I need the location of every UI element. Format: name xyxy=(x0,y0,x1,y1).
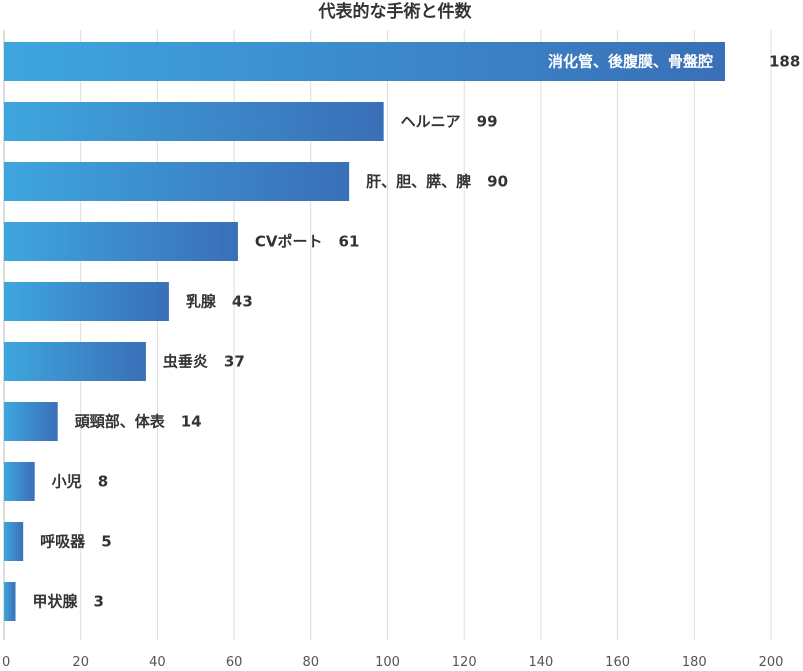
bar xyxy=(4,42,725,81)
bar-category-label: 消化管、後腹膜、骨盤腔 xyxy=(548,53,713,71)
bar-category-label: 甲状腺 xyxy=(33,593,79,611)
x-tick-label: 140 xyxy=(528,655,553,670)
bar-value-label: 37 xyxy=(224,353,245,371)
bar-category-label: 小児 xyxy=(52,473,82,491)
bar-value-label: 61 xyxy=(339,233,360,251)
bar-value-label: 43 xyxy=(232,293,253,311)
bar xyxy=(4,402,58,441)
bar xyxy=(4,222,238,261)
x-tick-label: 180 xyxy=(682,655,707,670)
bar xyxy=(4,342,146,381)
x-tick-label: 20 xyxy=(72,655,89,670)
x-tick-label: 80 xyxy=(303,655,320,670)
bar-value-label: 188 xyxy=(769,53,800,71)
x-tick-label: 0 xyxy=(2,655,10,670)
bar-value-label: 3 xyxy=(94,593,104,611)
bar xyxy=(4,462,35,501)
x-tick-label: 100 xyxy=(375,655,400,670)
bar-category-label: ヘルニア xyxy=(401,113,461,131)
bar-category-label: 呼吸器 xyxy=(40,533,86,551)
x-tick-label: 200 xyxy=(759,655,784,670)
bar-value-label: 14 xyxy=(181,413,202,431)
x-tick-label: 60 xyxy=(226,655,243,670)
bar-value-label: 90 xyxy=(487,173,508,191)
bar-category-label: 頭頸部、体表 xyxy=(75,413,166,431)
bar-category-label: CVポート xyxy=(255,233,323,251)
chart-title: 代表的な手術と件数 xyxy=(318,1,473,22)
x-tick-label: 40 xyxy=(149,655,166,670)
bar-category-label: 乳腺 xyxy=(186,293,217,311)
bar xyxy=(4,162,350,201)
bar xyxy=(4,522,24,561)
bar-value-label: 5 xyxy=(101,533,111,551)
bar xyxy=(4,102,384,141)
bars: 消化管、後腹膜、骨盤腔 188 ヘルニア 99 肝、胆、膵、脾 90 CVポート 61 乳腺 43… xyxy=(4,42,800,621)
x-axis-ticks: 0 20 40 60 80 100 120 140 160 180 200 xyxy=(2,655,783,670)
x-tick-label: 160 xyxy=(605,655,630,670)
bar-value-label: 8 xyxy=(98,473,108,491)
bar xyxy=(4,582,16,621)
bar-category-label: 虫垂炎 xyxy=(163,353,208,371)
bar-category-label: 肝、胆、膵、脾 xyxy=(366,173,471,191)
bar xyxy=(4,282,169,321)
x-tick-label: 120 xyxy=(452,655,477,670)
bar-value-label: 99 xyxy=(477,113,498,131)
